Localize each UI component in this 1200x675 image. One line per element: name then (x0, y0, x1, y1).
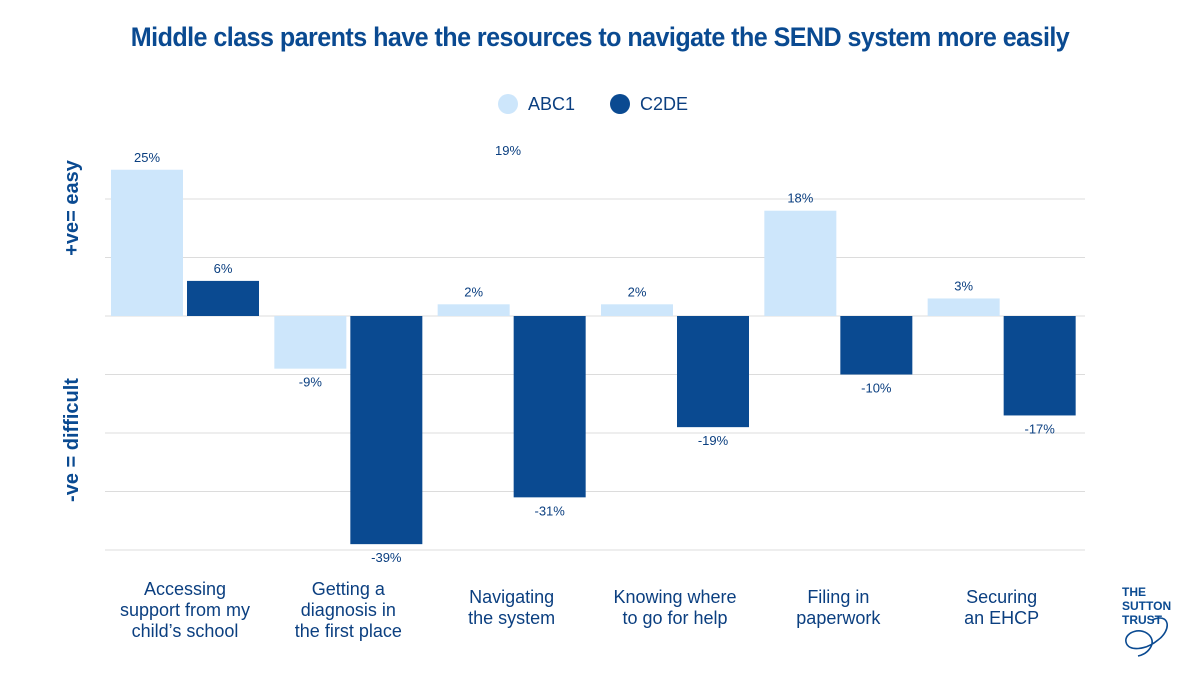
bar-abc1 (437, 304, 510, 316)
data-label-c2de: -31% (534, 503, 565, 518)
bar-abc1 (927, 298, 1000, 316)
data-labels: 25% 6% -9% -39% 2% -31% 2% -19% 18% -10% 3% -17% (134, 150, 1055, 565)
legend-label-c2de: C2DE (640, 94, 688, 114)
category-label: to go for help (622, 608, 727, 628)
legend-label-abc1: ABC1 (528, 94, 575, 114)
category-label: Getting a (312, 579, 386, 599)
data-label-c2de: -10% (861, 381, 892, 396)
legend: ABC1 C2DE (498, 94, 688, 114)
logo-swirl-icon (1125, 617, 1168, 657)
category-label: diagnosis in (301, 600, 396, 620)
chart-title: Middle class parents have the resources … (130, 22, 1070, 52)
bar-abc1 (111, 169, 183, 316)
bar-c2de (187, 280, 259, 316)
category-label: Filing in (807, 587, 869, 607)
logo-line-3: TRUST (1122, 613, 1163, 627)
category-label: the system (468, 608, 555, 628)
bar-abc1 (764, 210, 837, 316)
bar-c2de (513, 316, 586, 498)
data-label-abc1: 3% (954, 278, 973, 293)
bar-c2de (350, 316, 423, 545)
category-label: Securing (966, 587, 1037, 607)
bar-c2de (840, 316, 913, 375)
logo: THE SUTTON TRUST (1122, 585, 1171, 657)
bar-c2de (677, 316, 749, 428)
y-label-negative: -ve = difficult (61, 378, 83, 502)
category-label: Navigating (469, 587, 554, 607)
data-label-c2de: -39% (371, 550, 402, 565)
y-label-positive: +ve= easy (61, 159, 83, 256)
category-label: support from my (120, 600, 250, 620)
annotation-label: 19% (495, 143, 521, 158)
data-label-abc1: 2% (464, 284, 483, 299)
data-label-abc1: 25% (134, 150, 160, 165)
data-label-c2de: -19% (698, 433, 729, 448)
category-label: the first place (295, 621, 402, 641)
logo-line-2: SUTTON (1122, 599, 1171, 613)
bar-abc1 (274, 316, 347, 369)
data-label-abc1: 18% (787, 191, 813, 206)
data-label-abc1: -9% (299, 375, 323, 390)
data-label-c2de: 6% (214, 261, 233, 276)
gridlines (105, 198, 1085, 551)
bars (111, 169, 1076, 545)
category-label: an EHCP (964, 608, 1039, 628)
data-label-abc1: 2% (628, 284, 647, 299)
legend-swatch-abc1 (498, 94, 518, 114)
category-label: paperwork (796, 608, 881, 628)
logo-line-1: THE (1122, 585, 1146, 599)
legend-swatch-c2de (610, 94, 630, 114)
data-label-c2de: -17% (1024, 421, 1055, 436)
category-label: Knowing where (613, 587, 736, 607)
bar-c2de (1003, 316, 1076, 416)
category-label: child’s school (132, 621, 239, 641)
category-label: Accessing (144, 579, 226, 599)
bar-abc1 (601, 304, 673, 316)
